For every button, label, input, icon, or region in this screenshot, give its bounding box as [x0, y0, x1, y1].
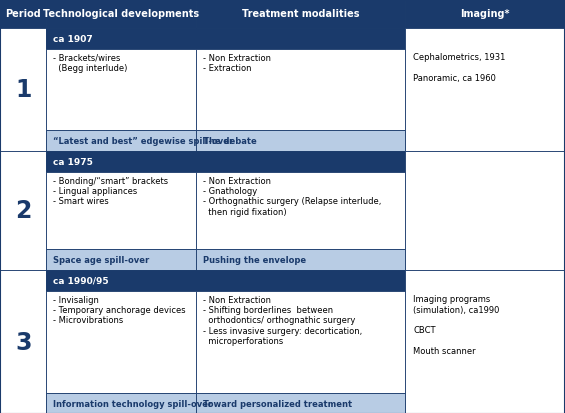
Bar [46, 291, 196, 393]
Text: - Invisalign
- Temporary anchorage devices
- Microvibrations: - Invisalign - Temporary anchorage devic… [53, 295, 186, 325]
Text: Information technology spill-over: Information technology spill-over [53, 399, 212, 408]
Text: Technological developments: Technological developments [43, 9, 199, 19]
Bar [46, 29, 405, 50]
Text: 1: 1 [15, 78, 31, 102]
Text: ca 1990/95: ca 1990/95 [53, 276, 108, 285]
Bar [196, 291, 405, 393]
Bar [46, 249, 196, 271]
Text: - Bonding/“smart” brackets
- Lingual appliances
- Smart wires: - Bonding/“smart” brackets - Lingual app… [53, 176, 168, 206]
Text: Toward personalized treatment: Toward personalized treatment [203, 399, 352, 408]
Text: Treatment modalities: Treatment modalities [242, 9, 359, 19]
Bar [196, 0, 405, 29]
Text: Space age spill-over: Space age spill-over [53, 255, 149, 264]
Bar [46, 393, 196, 413]
Bar [405, 271, 565, 413]
Text: Cephalometrics, 1931

Panoramic, ca 1960: Cephalometrics, 1931 Panoramic, ca 1960 [413, 53, 505, 83]
Bar [0, 152, 46, 271]
Bar [196, 50, 405, 131]
Text: Imaging*: Imaging* [460, 9, 510, 19]
Bar [46, 131, 196, 152]
Bar [46, 271, 405, 291]
Text: - Non Extraction
- Gnathology
- Orthognathic surgery (Relapse interlude,
  then : - Non Extraction - Gnathology - Orthogna… [203, 176, 381, 216]
Text: Imaging programs
(simulation), ca1990

CBCT

Mouth scanner: Imaging programs (simulation), ca1990 CB… [413, 294, 499, 356]
Text: - Brackets/wires
  (Begg interlude): - Brackets/wires (Begg interlude) [53, 53, 128, 73]
Text: ca 1975: ca 1975 [53, 157, 93, 166]
Bar [0, 29, 46, 152]
Bar [46, 173, 196, 249]
Text: - Non Extraction
- Shifting borderlines  between
  orthodontics/ orthognathic su: - Non Extraction - Shifting borderlines … [203, 295, 362, 345]
Bar [196, 173, 405, 249]
Text: Pushing the envelope: Pushing the envelope [203, 255, 306, 264]
Bar [196, 249, 405, 271]
Text: ca 1907: ca 1907 [53, 35, 93, 44]
Text: 3: 3 [15, 330, 32, 354]
Text: “Latest and best” edgewise spill-over: “Latest and best” edgewise spill-over [53, 137, 233, 146]
Bar [405, 152, 565, 271]
Bar [196, 393, 405, 413]
Text: - Non Extraction
- Extraction: - Non Extraction - Extraction [203, 53, 271, 73]
Text: Period: Period [5, 9, 41, 19]
Bar [196, 131, 405, 152]
Bar [405, 0, 565, 29]
Bar [0, 0, 46, 29]
Bar [46, 152, 405, 173]
Bar [0, 271, 46, 413]
Text: The debate: The debate [203, 137, 257, 146]
Bar [46, 50, 196, 131]
Bar [405, 29, 565, 152]
Text: 2: 2 [15, 199, 31, 223]
Bar [46, 0, 196, 29]
